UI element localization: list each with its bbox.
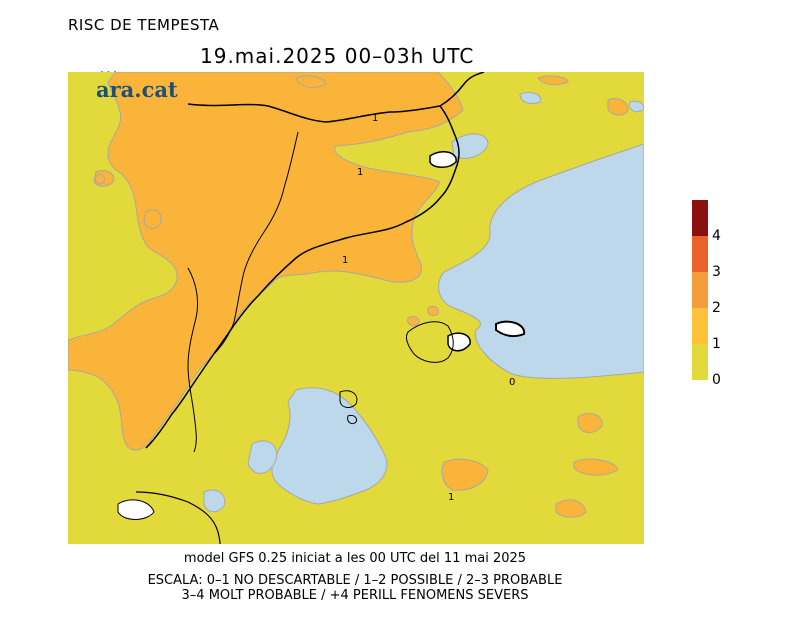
legend-swatch-4 [692, 200, 708, 236]
chart-title: RISC DE TEMPESTA [68, 16, 220, 34]
contour-label: 1 [372, 113, 378, 124]
border [213, 131, 299, 355]
coastline [187, 72, 485, 123]
risk-area-level-1-blob [407, 315, 420, 327]
risk-area-level-1-blob [607, 97, 629, 116]
legend-swatch-1 [692, 308, 708, 344]
border [187, 267, 199, 453]
scale-description: ESCALA: 0–1 NO DESCARTABLE / 1–2 POSSIBL… [147, 573, 563, 588]
contour-label: 0 [509, 377, 515, 388]
sea-inlet [247, 440, 278, 474]
legend-label-0: 0 [712, 372, 721, 388]
sea-coast-north [451, 133, 489, 159]
coastline-island [405, 321, 454, 363]
legend-label-3: 3 [712, 264, 721, 280]
sea-gulf [271, 387, 388, 505]
coastline-small-island [339, 390, 358, 408]
risk-area-level-1-blob [427, 305, 439, 317]
risk-area-level-1 [68, 72, 464, 451]
legend-label-1: 1 [712, 336, 721, 352]
no-data-patch [495, 320, 526, 338]
forecast-datetime: 19.mai.2025 00–03h UTC [200, 44, 475, 68]
risk-area-level-1-blob [295, 75, 327, 88]
coastline-small-island [347, 415, 357, 425]
sea-coast-south [203, 489, 226, 513]
scale-description-cont: 3–4 MOLT PROBABLE / +4 PERILL FENOMENS S… [181, 588, 529, 603]
sea-top [519, 91, 542, 105]
model-info: model GFS 0.25 iniciat a les 00 UTC del … [183, 551, 527, 566]
risk-area-level-1-blob [441, 458, 489, 491]
risk-area-level-1-blob [95, 173, 105, 185]
contour-label: 1 [357, 167, 363, 178]
ara-cat-logo[interactable]: ara.cat [96, 77, 178, 102]
risk-area-level-1-blob [555, 499, 587, 518]
coastline [145, 105, 460, 449]
legend-swatch-2 [692, 272, 708, 308]
risk-area-level-1-blob [143, 209, 162, 229]
risk-area-level-1-blob [573, 458, 619, 476]
legend-swatch-3 [692, 236, 708, 272]
legend-swatch-0 [692, 344, 708, 380]
risk-area-level-1-blob [537, 75, 569, 86]
no-data-patch [429, 150, 457, 168]
contour-label: 1 [448, 492, 454, 503]
legend-colorbar [692, 200, 708, 380]
no-data-patch [447, 332, 471, 352]
coastline-south [135, 491, 221, 544]
contour-label: 1 [342, 255, 348, 266]
legend-label-4: 4 [712, 228, 721, 244]
risk-area-level-1-blob [577, 413, 603, 433]
sea-top-right [628, 100, 644, 113]
legend-label-2: 2 [712, 300, 721, 316]
no-data-patch [117, 499, 155, 520]
sea-mediterranean [438, 143, 644, 379]
storm-risk-map: 1 1 1 0 1 [68, 72, 644, 544]
